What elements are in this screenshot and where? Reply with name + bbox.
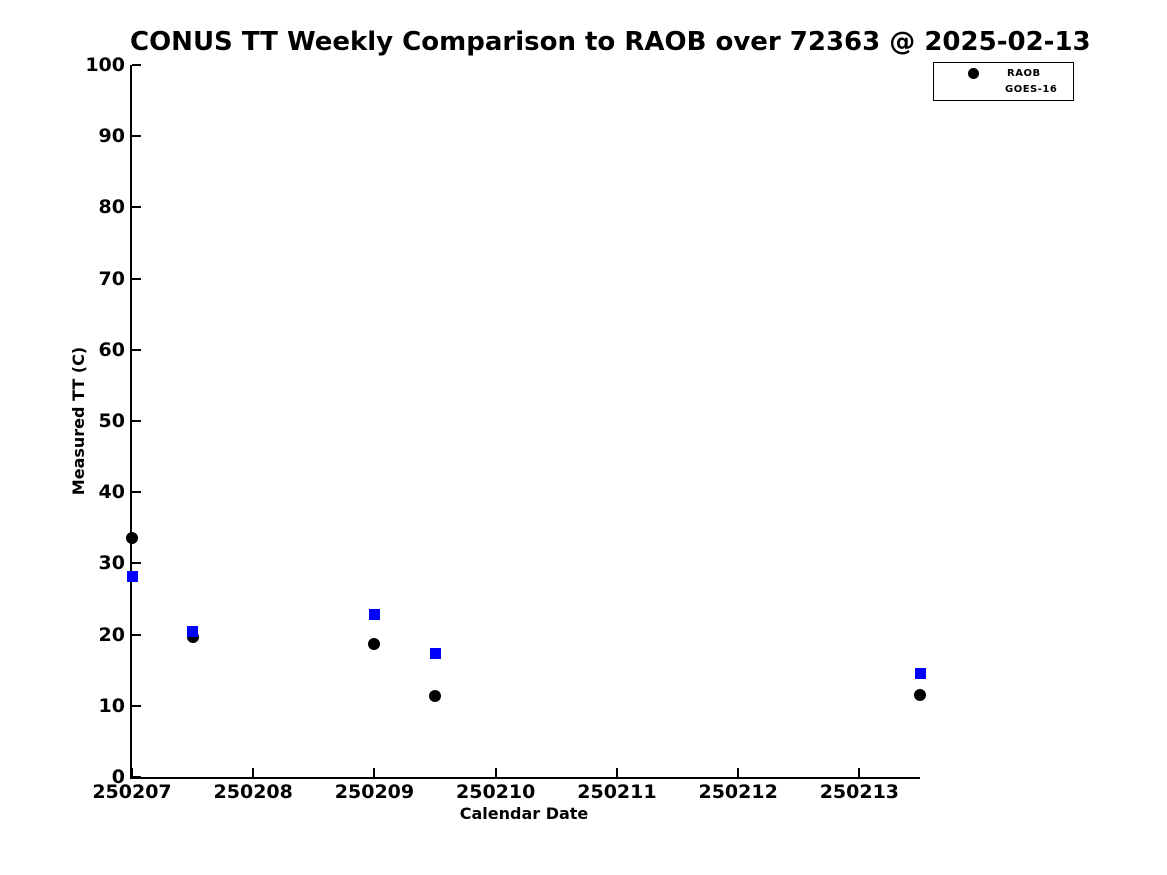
legend-label-goes16: GOES-16	[1005, 84, 1058, 96]
y-axis-tick	[132, 562, 141, 565]
x-axis-tick-label: 250207	[92, 781, 172, 803]
legend: RAOB GOES-16	[933, 62, 1074, 101]
x-axis-label: Calendar Date	[459, 804, 589, 823]
x-axis-tick	[252, 768, 255, 777]
y-axis-tick-label: 70	[98, 267, 125, 290]
data-point-goes16	[914, 667, 926, 679]
y-axis-tick	[132, 135, 141, 138]
y-axis-tick	[132, 64, 141, 66]
data-point-goes16	[368, 609, 380, 621]
y-axis-tick-label: 60	[98, 338, 125, 361]
y-axis-tick	[132, 704, 141, 707]
data-point-raob	[126, 532, 138, 545]
data-point-raob	[429, 689, 442, 702]
raob-circle-marker-icon	[968, 67, 979, 79]
data-point-raob	[368, 637, 381, 650]
goes16-square-marker-icon	[969, 86, 977, 94]
y-axis-tick-label: 0	[111, 766, 125, 788]
x-axis-tick	[858, 768, 861, 777]
x-axis-tick-label: 250212	[698, 781, 778, 803]
y-axis-tick-label: 90	[98, 125, 125, 148]
legend-row-goes16: GOES-16	[934, 82, 1073, 97]
y-axis-tick	[132, 206, 141, 209]
x-axis-tick-label: 250208	[213, 781, 293, 803]
plot-area: 0 10 20 30 40 50 60 70 80 90 100 250207 250208 250209…	[85, 55, 926, 802]
y-axis-tick	[132, 491, 141, 494]
x-axis-tick	[737, 768, 740, 777]
y-axis-tick-label: 50	[98, 410, 125, 432]
x-axis-tick	[615, 768, 618, 777]
x-axis-tick	[373, 768, 376, 777]
y-axis-tick-label: 30	[98, 552, 125, 575]
data-point-goes16	[126, 570, 138, 582]
x-axis-tick-label: 250213	[819, 781, 900, 803]
legend-row-raob: RAOB	[934, 66, 1073, 81]
y-axis-tick	[132, 776, 141, 778]
y-axis-tick	[132, 348, 141, 351]
x-axis-tick-label: 250210	[456, 781, 536, 803]
data-point-goes16	[429, 647, 441, 659]
y-axis-tick	[132, 277, 141, 280]
chart-title: CONUS TT Weekly Comparison to RAOB over …	[130, 27, 1091, 57]
y-axis-tick-label: 80	[98, 196, 125, 219]
x-axis-tick-label: 250211	[577, 781, 657, 803]
y-axis-tick	[132, 420, 141, 422]
x-axis-tick-label: 250209	[334, 781, 415, 803]
y-axis-tick-label: 100	[85, 54, 125, 76]
y-axis-tick	[132, 633, 141, 636]
y-axis-tick-label: 20	[98, 623, 125, 646]
y-axis-tick-label: 40	[98, 481, 125, 504]
x-axis-tick	[494, 768, 497, 777]
data-point-goes16	[187, 626, 199, 638]
y-axis-tick-label: 10	[98, 694, 125, 717]
legend-label-raob: RAOB	[1007, 67, 1041, 79]
data-point-raob	[914, 689, 926, 702]
x-axis-tick	[131, 768, 133, 777]
